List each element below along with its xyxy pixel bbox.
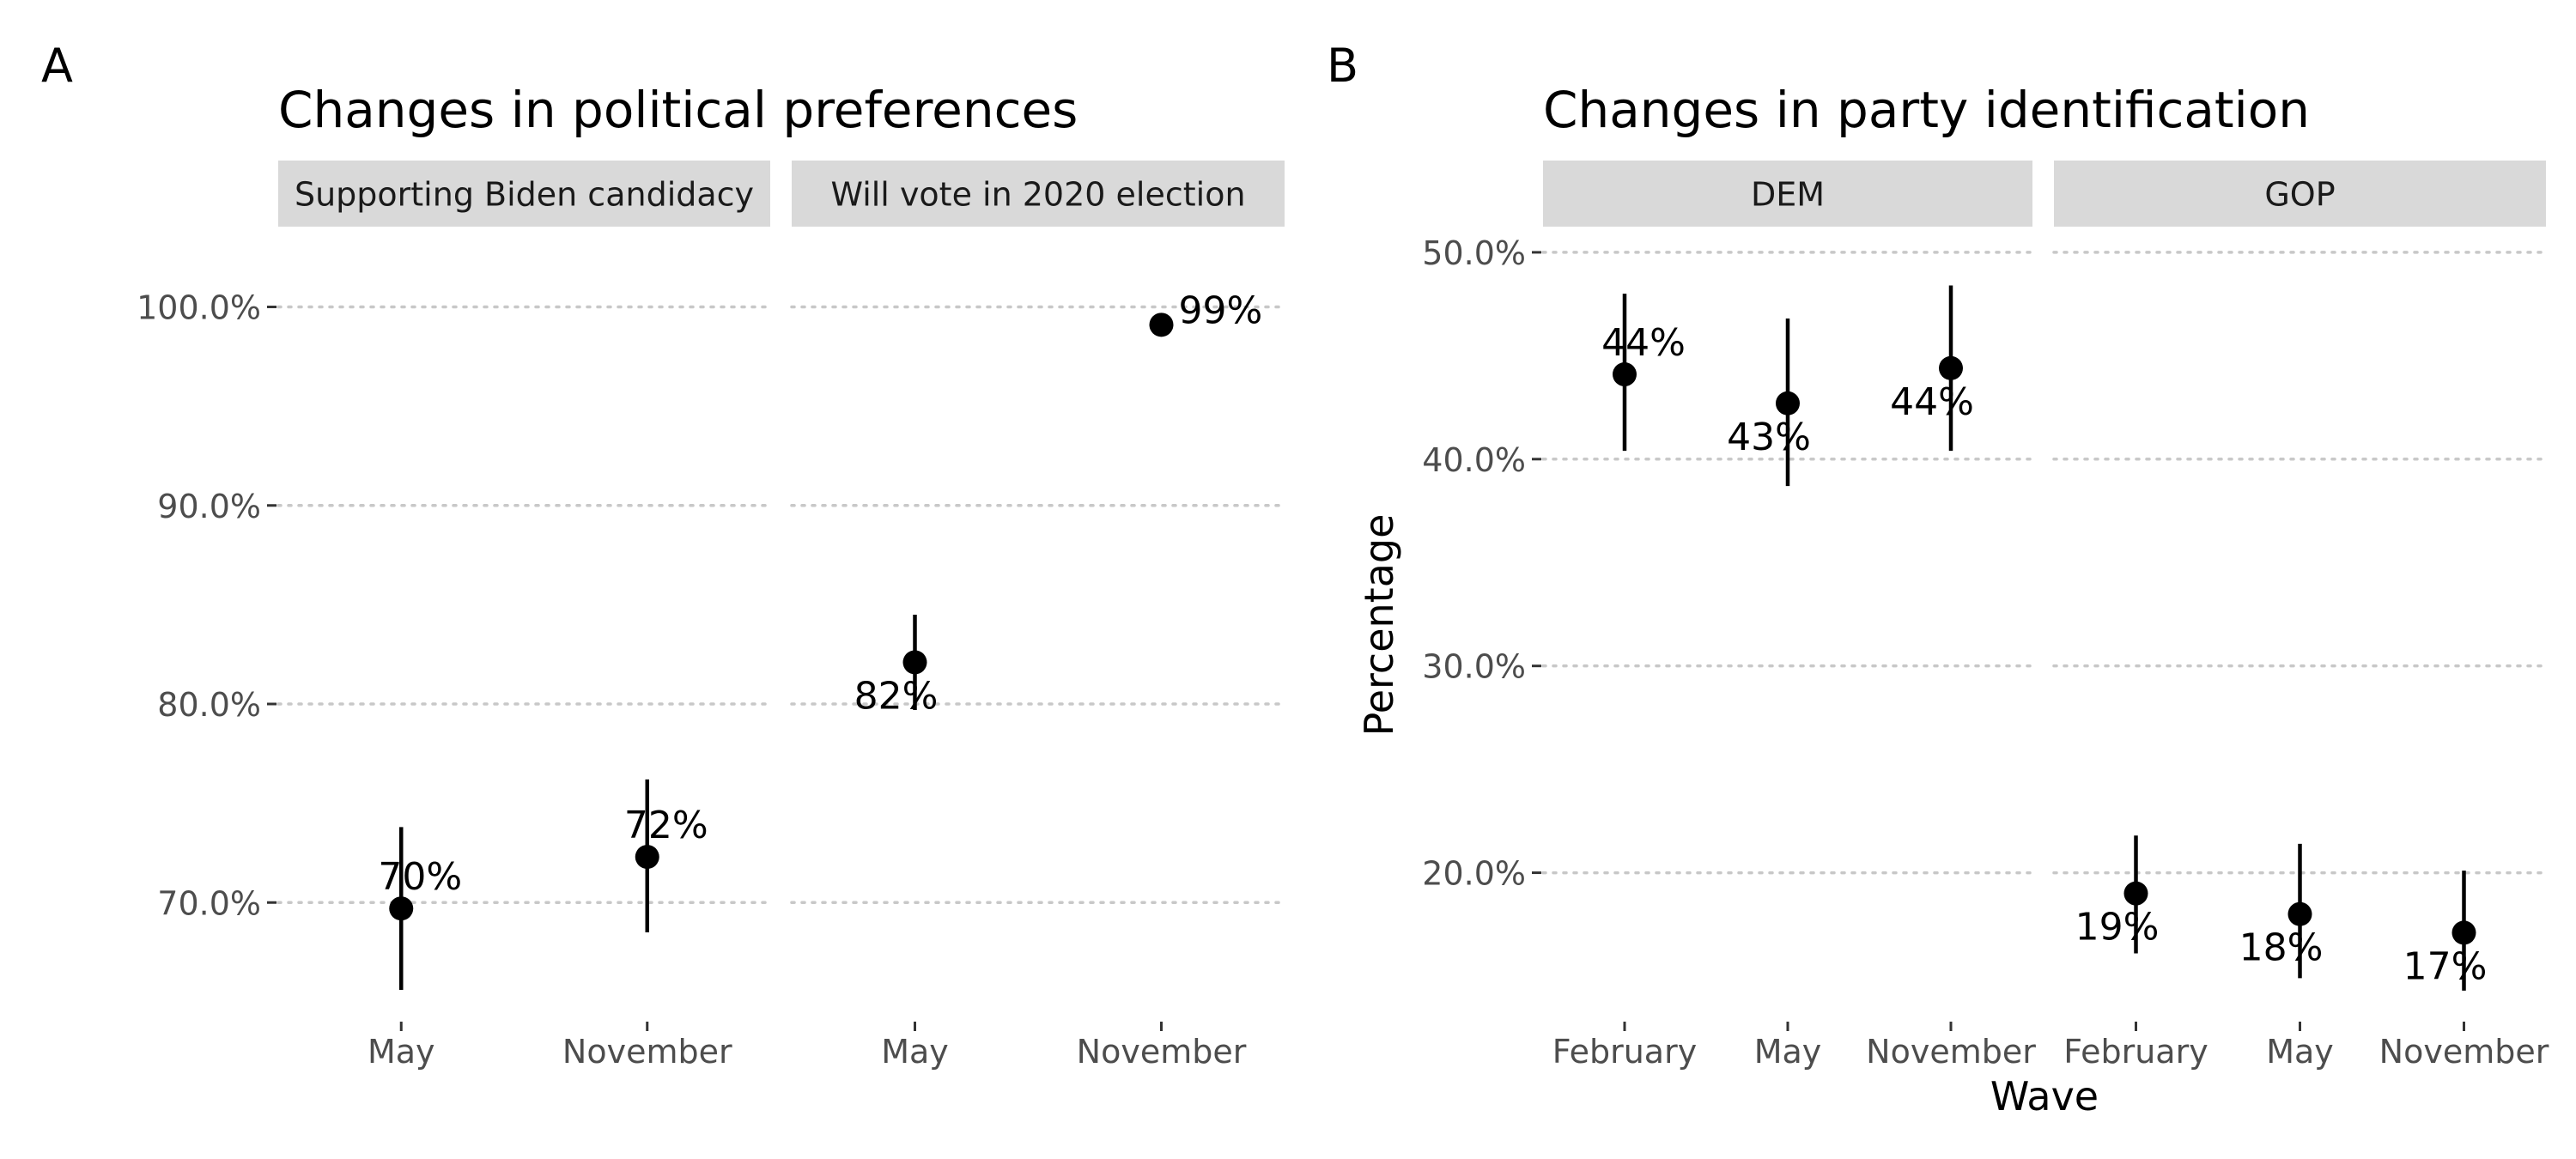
data-point: [2123, 881, 2148, 906]
panel-tag: B: [1327, 39, 1358, 93]
data-label: 82%: [854, 674, 939, 718]
facet-strip: [1543, 161, 2032, 227]
data-point: [902, 650, 927, 675]
y-axis-title: Percentage: [1356, 514, 1402, 737]
data-label: 99%: [1179, 288, 1263, 332]
y-tick-label: 90.0%: [157, 488, 261, 525]
data-point: [1613, 362, 1637, 387]
x-tick-label: November: [1077, 1033, 1247, 1071]
y-tick-label: 20.0%: [1422, 855, 1526, 893]
y-tick-label: 80.0%: [157, 686, 261, 724]
data-label: 72%: [624, 804, 708, 847]
x-axis-title: Wave: [1990, 1073, 2099, 1120]
x-tick-label: May: [1754, 1033, 1822, 1071]
facet-strip-label: Will vote in 2020 election: [830, 176, 1245, 214]
y-tick-label: 30.0%: [1422, 648, 1526, 686]
x-tick-label: May: [368, 1033, 435, 1071]
data-label: 17%: [2403, 944, 2488, 988]
x-tick-label: November: [1866, 1033, 2036, 1071]
data-label: 18%: [2239, 926, 2324, 970]
x-tick-label: May: [2266, 1033, 2334, 1071]
facet-strip-label: GOP: [2264, 176, 2335, 214]
data-point: [1939, 355, 1963, 380]
chart-title: Changes in party identification: [1543, 81, 2310, 139]
data-label: 43%: [1727, 416, 1811, 459]
data-label: 44%: [1601, 321, 1686, 365]
x-tick-label: February: [2063, 1033, 2208, 1071]
data-point: [635, 845, 659, 870]
facet-strip: [792, 161, 1285, 227]
x-tick-label: May: [881, 1033, 949, 1071]
data-point: [389, 896, 414, 921]
facet-strip: [2054, 161, 2546, 227]
facet-strip-label: DEM: [1751, 176, 1825, 214]
data-point: [1776, 391, 1800, 416]
panel-tag: A: [41, 39, 73, 93]
y-tick-label: 100.0%: [137, 289, 261, 327]
data-label: 70%: [378, 855, 462, 899]
y-tick-label: 70.0%: [157, 884, 261, 922]
data-label: 44%: [1890, 380, 1974, 424]
data-point: [1149, 313, 1174, 337]
x-tick-label: February: [1552, 1033, 1697, 1071]
chart-title: Changes in political preferences: [278, 81, 1078, 139]
y-tick-label: 40.0%: [1422, 441, 1526, 479]
x-tick-label: November: [562, 1033, 732, 1071]
data-point: [2287, 901, 2312, 926]
data-point: [2451, 920, 2476, 945]
facet-strip: [278, 161, 770, 227]
x-tick-label: November: [2379, 1033, 2549, 1071]
y-tick-label: 50.0%: [1422, 234, 1526, 272]
facet-strip-label: Supporting Biden candidacy: [295, 176, 754, 214]
data-label: 19%: [2075, 906, 2160, 950]
